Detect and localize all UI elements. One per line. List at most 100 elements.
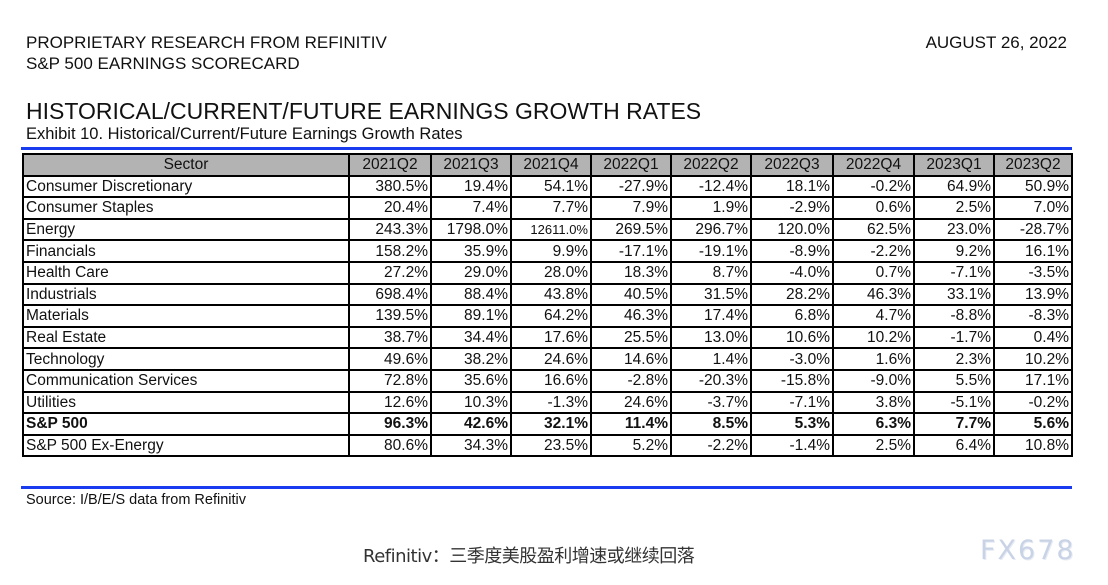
growth-value: 31.5% [670, 282, 752, 307]
growth-value: 89.1% [430, 304, 512, 328]
growth-value: 8.5% [670, 412, 752, 436]
growth-value: 7.0% [993, 196, 1073, 220]
growth-value: 32.1% [510, 412, 592, 436]
growth-value: -8.3% [993, 304, 1073, 328]
sector-name: Technology [22, 347, 350, 371]
growth-value: 23.0% [913, 217, 995, 242]
growth-value: 24.6% [510, 347, 592, 371]
table-row: Utilities 12.6% 10.3% -1.3% 24.6% -3.7% … [22, 390, 1073, 415]
growth-value: 6.8% [750, 304, 834, 328]
growth-value: 50.9% [993, 174, 1073, 199]
growth-value: 0.7% [832, 260, 915, 285]
growth-value: 54.1% [510, 174, 592, 199]
growth-value: 19.4% [430, 174, 512, 199]
growth-value: -12.4% [670, 174, 752, 199]
growth-value: 38.2% [430, 347, 512, 371]
growth-value: 18.1% [750, 174, 834, 199]
growth-value: 380.5% [348, 174, 432, 199]
growth-value: 243.3% [348, 217, 432, 242]
growth-value: 34.3% [430, 433, 512, 458]
growth-value: -2.8% [590, 368, 672, 393]
growth-value: 7.4% [430, 196, 512, 220]
growth-value: 27.2% [348, 260, 432, 285]
growth-value: 24.6% [590, 390, 672, 415]
growth-value: 28.0% [510, 260, 592, 285]
growth-value: 17.6% [510, 325, 592, 350]
report-name-line: S&P 500 EARNINGS SCORECARD [26, 54, 300, 73]
growth-value: 10.2% [832, 325, 915, 350]
bottom-rule-divider [21, 486, 1072, 489]
growth-value: -5.1% [913, 390, 995, 415]
growth-value: 14.6% [590, 347, 672, 371]
growth-value: 10.2% [993, 347, 1073, 371]
growth-value: -0.2% [832, 174, 915, 199]
growth-value: 698.4% [348, 282, 432, 307]
sector-name: Industrials [22, 282, 350, 307]
table-row: Financials 158.2% 35.9% 9.9% -17.1% -19.… [22, 239, 1073, 263]
sector-name: Health Care [22, 260, 350, 285]
growth-value: -17.1% [590, 239, 672, 263]
growth-value: 29.0% [430, 260, 512, 285]
top-rule-divider [21, 147, 1072, 150]
growth-value: 12.6% [348, 390, 432, 415]
growth-value: 88.4% [430, 282, 512, 307]
growth-value: 269.5% [590, 217, 672, 242]
growth-value: -8.8% [913, 304, 995, 328]
table-row: S&P 500 Ex-Energy 80.6% 34.3% 23.5% 5.2%… [22, 433, 1073, 458]
growth-value: 25.5% [590, 325, 672, 350]
growth-value: -4.0% [750, 260, 834, 285]
growth-value: 3.8% [832, 390, 915, 415]
growth-value: 1.6% [832, 347, 915, 371]
growth-value: -1.3% [510, 390, 592, 415]
growth-value: 1.9% [670, 196, 752, 220]
growth-value: 13.0% [670, 325, 752, 350]
table-row: Health Care 27.2% 29.0% 28.0% 18.3% 8.7%… [22, 260, 1073, 285]
growth-value: 62.5% [832, 217, 915, 242]
growth-value: 1798.0% [430, 217, 512, 242]
growth-value: 72.8% [348, 368, 432, 393]
report-header: PROPRIETARY RESEARCH FROM REFINITIV S&P … [26, 32, 387, 74]
growth-value: 7.9% [590, 196, 672, 220]
growth-value: 9.9% [510, 239, 592, 263]
growth-value: 120.0% [750, 217, 834, 242]
growth-value: 17.4% [670, 304, 752, 328]
growth-value: 2.5% [832, 433, 915, 458]
growth-value: -3.7% [670, 390, 752, 415]
growth-value: 33.1% [913, 282, 995, 307]
growth-value: -28.7% [993, 217, 1073, 242]
column-header-2022q2: 2022Q2 [670, 153, 752, 177]
growth-value: 7.7% [913, 412, 995, 436]
sector-name: Consumer Staples [22, 196, 350, 220]
growth-value: 20.4% [348, 196, 432, 220]
growth-value: -20.3% [670, 368, 752, 393]
column-header-2023q2: 2023Q2 [993, 153, 1073, 177]
growth-value: 11.4% [590, 412, 672, 436]
growth-value: 10.8% [993, 433, 1073, 458]
growth-value: 43.8% [510, 282, 592, 307]
table-row: Energy 243.3% 1798.0% 12611.0% 269.5% 29… [22, 217, 1073, 242]
growth-value: 139.5% [348, 304, 432, 328]
growth-value: 40.5% [590, 282, 672, 307]
column-header-2022q3: 2022Q3 [750, 153, 834, 177]
sector-name: Communication Services [22, 368, 350, 393]
growth-value: -8.9% [750, 239, 834, 263]
table-row: Technology 49.6% 38.2% 24.6% 14.6% 1.4% … [22, 347, 1073, 371]
growth-value: -9.0% [832, 368, 915, 393]
growth-value: -15.8% [750, 368, 834, 393]
growth-value: 0.6% [832, 196, 915, 220]
column-header-2022q4: 2022Q4 [832, 153, 915, 177]
sector-name: Materials [22, 304, 350, 328]
growth-value: 158.2% [348, 239, 432, 263]
growth-value: -27.9% [590, 174, 672, 199]
growth-value: 10.3% [430, 390, 512, 415]
growth-value: -7.1% [750, 390, 834, 415]
sector-name: Financials [22, 239, 350, 263]
table-row: Consumer Staples 20.4% 7.4% 7.7% 7.9% 1.… [22, 196, 1073, 220]
sector-name: S&P 500 [22, 412, 350, 436]
growth-value: 64.2% [510, 304, 592, 328]
growth-value: 38.7% [348, 325, 432, 350]
growth-value: 80.6% [348, 433, 432, 458]
growth-value: 18.3% [590, 260, 672, 285]
growth-value: -3.5% [993, 260, 1073, 285]
growth-value: 5.5% [913, 368, 995, 393]
